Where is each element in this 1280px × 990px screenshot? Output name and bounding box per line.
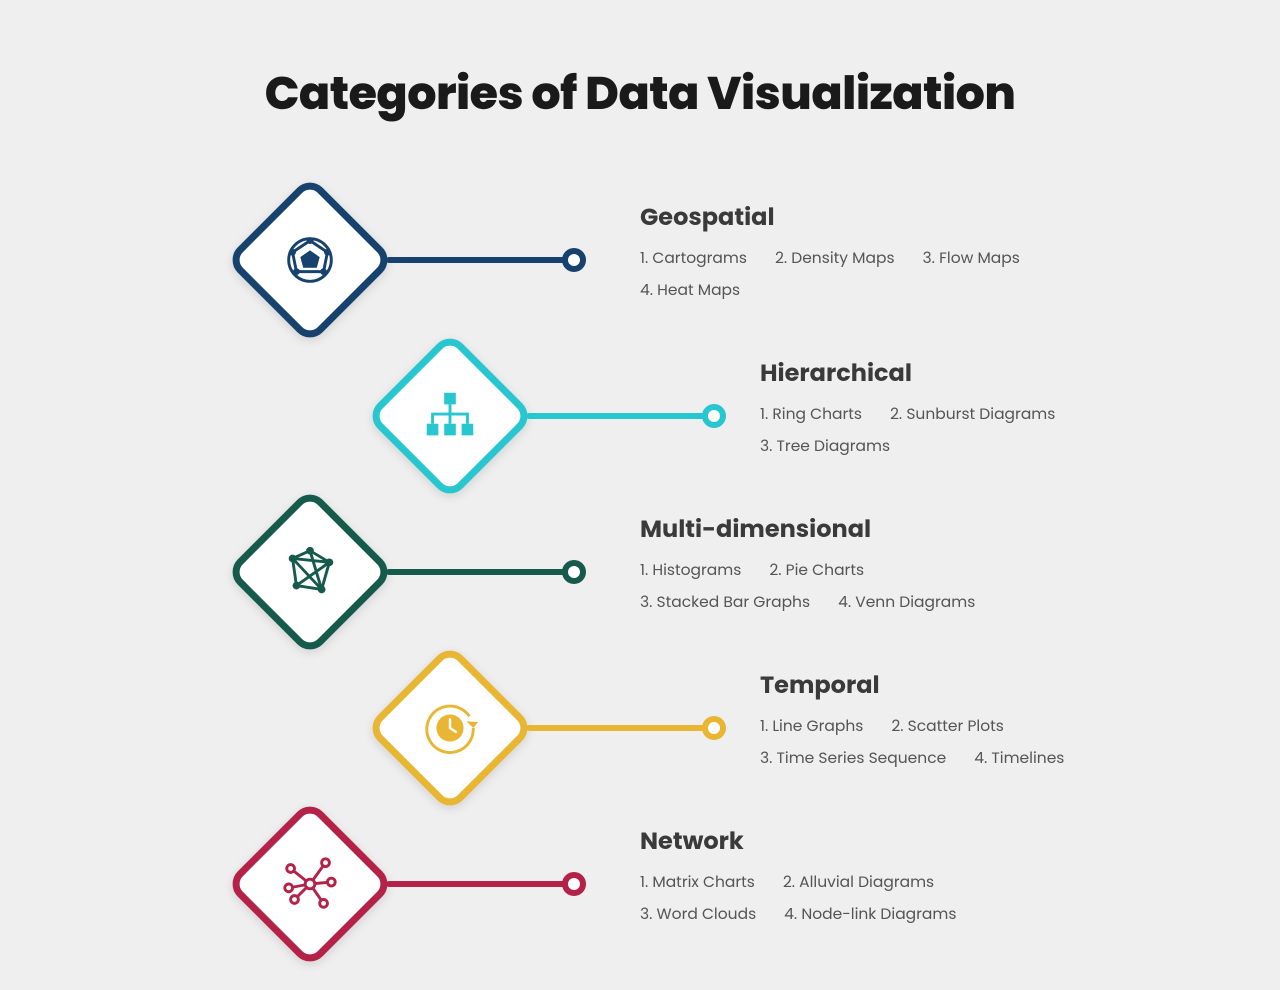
diamond-temporal [370, 648, 530, 808]
category-item: 1. Matrix Charts [640, 869, 755, 897]
connector-line [526, 413, 706, 419]
connector-line [386, 569, 566, 575]
category-text-hierarchical: Hierarchical 1. Ring Charts 2. Sunburst Di… [760, 356, 1180, 461]
category-item: 4. Venn Diagrams [838, 589, 975, 617]
category-title: Temporal [760, 668, 1180, 703]
category-item: 3. Tree Diagrams [760, 433, 890, 461]
category-text-temporal: Temporal 1. Line Graphs 2. Scatter Plots 3.… [760, 668, 1180, 773]
diamond-geospatial [230, 180, 390, 340]
category-items: 1. Matrix Charts 2. Alluvial Diagrams 3. W… [640, 869, 1060, 929]
category-items: 1. Ring Charts 2. Sunburst Diagrams3. Tre… [760, 401, 1180, 461]
connector-endcap [702, 404, 726, 428]
connector-line [526, 725, 706, 731]
page-title: Categories of Data Visualization [0, 60, 1280, 129]
category-item: 2. Pie Charts [769, 557, 864, 585]
category-item: 3. Time Series Sequence [760, 745, 946, 773]
category-item: 4. Timelines [974, 745, 1064, 773]
category-item: 1. Cartograms [640, 245, 747, 273]
diamond-multidimensional [230, 492, 390, 652]
connector-endcap [562, 560, 586, 584]
category-item: 3. Flow Maps [923, 245, 1020, 273]
category-row-hierarchical: Hierarchical 1. Ring Charts 2. Sunburst Di… [0, 336, 1280, 496]
category-item: 1. Line Graphs [760, 713, 863, 741]
globe-network-icon [257, 207, 363, 313]
category-item: 2. Scatter Plots [891, 713, 1004, 741]
category-item: 3. Stacked Bar Graphs [640, 589, 810, 617]
clock-cycle-icon [397, 675, 503, 781]
diamond-network [230, 804, 390, 964]
connector-endcap [562, 248, 586, 272]
category-row-temporal: Temporal 1. Line Graphs 2. Scatter Plots 3.… [0, 648, 1280, 808]
category-item: 2. Sunburst Diagrams [890, 401, 1055, 429]
category-item: 1. Ring Charts [760, 401, 862, 429]
category-title: Geospatial [640, 200, 1060, 235]
category-row-multidimensional: Multi-dimensional 1. Histograms 2. Pie Cha… [0, 492, 1280, 652]
diamond-hierarchical [370, 336, 530, 496]
category-item: 1. Histograms [640, 557, 741, 585]
org-tree-icon [397, 363, 503, 469]
hub-spoke-icon [257, 831, 363, 937]
connector-line [386, 257, 566, 263]
category-items: 1. Line Graphs 2. Scatter Plots 3. Time Se… [760, 713, 1180, 773]
category-title: Multi-dimensional [640, 512, 1060, 547]
category-item: 4. Node-link Diagrams [784, 901, 956, 929]
connector-line [386, 881, 566, 887]
category-item: 4. Heat Maps [640, 277, 740, 305]
category-items: 1. Histograms 2. Pie Charts 3. Stacked Bar… [640, 557, 1060, 617]
category-text-network: Network 1. Matrix Charts 2. Alluvial Diagr… [640, 824, 1060, 929]
connector-endcap [702, 716, 726, 740]
graph-nodes-icon [257, 519, 363, 625]
category-row-geospatial: Geospatial 1. Cartograms 2. Density Maps 3.… [0, 180, 1280, 340]
category-title: Hierarchical [760, 356, 1180, 391]
category-item: 2. Alluvial Diagrams [783, 869, 934, 897]
category-item: 2. Density Maps [775, 245, 895, 273]
category-item: 3. Word Clouds [640, 901, 756, 929]
category-row-network: Network 1. Matrix Charts 2. Alluvial Diagr… [0, 804, 1280, 964]
connector-endcap [562, 872, 586, 896]
category-text-geospatial: Geospatial 1. Cartograms 2. Density Maps 3.… [640, 200, 1060, 305]
category-items: 1. Cartograms 2. Density Maps 3. Flow Maps… [640, 245, 1060, 305]
category-title: Network [640, 824, 1060, 859]
category-text-multidimensional: Multi-dimensional 1. Histograms 2. Pie Cha… [640, 512, 1060, 617]
